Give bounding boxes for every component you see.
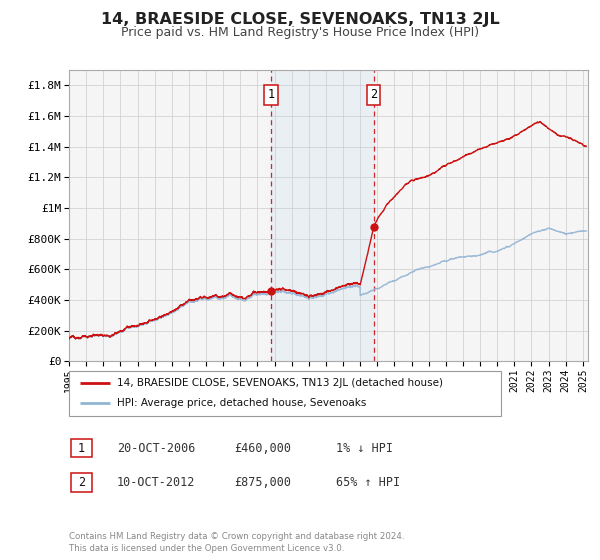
- Text: 1: 1: [78, 441, 85, 455]
- Text: 20-OCT-2006: 20-OCT-2006: [117, 441, 196, 455]
- Bar: [71, 473, 92, 492]
- Text: 10-OCT-2012: 10-OCT-2012: [117, 476, 196, 489]
- Text: £875,000: £875,000: [234, 476, 291, 489]
- Text: Price paid vs. HM Land Registry's House Price Index (HPI): Price paid vs. HM Land Registry's House …: [121, 26, 479, 39]
- Text: 1: 1: [268, 88, 275, 101]
- Text: 14, BRAESIDE CLOSE, SEVENOAKS, TN13 2JL (detached house): 14, BRAESIDE CLOSE, SEVENOAKS, TN13 2JL …: [116, 378, 443, 388]
- Text: 2: 2: [78, 476, 85, 489]
- Text: HPI: Average price, detached house, Sevenoaks: HPI: Average price, detached house, Seve…: [116, 398, 366, 408]
- Text: £460,000: £460,000: [234, 441, 291, 455]
- Bar: [71, 438, 92, 458]
- Text: 1% ↓ HPI: 1% ↓ HPI: [336, 441, 393, 455]
- Text: 2: 2: [370, 88, 377, 101]
- Text: Contains HM Land Registry data © Crown copyright and database right 2024.
This d: Contains HM Land Registry data © Crown c…: [69, 532, 404, 553]
- Text: 65% ↑ HPI: 65% ↑ HPI: [336, 476, 400, 489]
- Bar: [271, 70, 374, 361]
- Text: 14, BRAESIDE CLOSE, SEVENOAKS, TN13 2JL: 14, BRAESIDE CLOSE, SEVENOAKS, TN13 2JL: [101, 12, 499, 27]
